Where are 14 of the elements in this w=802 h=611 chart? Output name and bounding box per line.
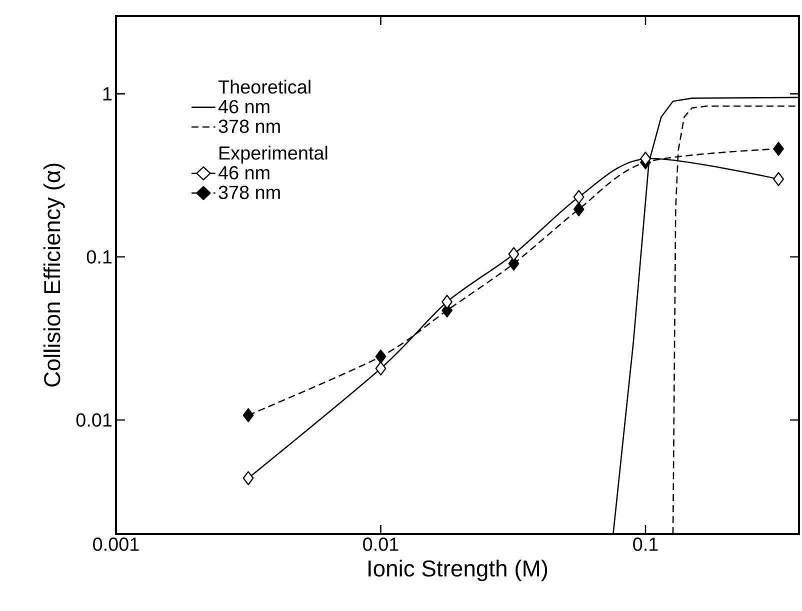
x-tick-label: 0.01: [363, 538, 398, 551]
y-tick-label: 1: [103, 87, 112, 100]
y-tick-label: 0.01: [76, 413, 112, 427]
y-axis-title: Collision Efficiency (α): [43, 164, 65, 387]
legend-label: 46 nm: [218, 100, 270, 114]
annotation: Experimental: [220, 146, 328, 164]
x-tick-label: 0.001: [93, 538, 139, 551]
legend-label: 46 nm: [218, 166, 270, 180]
legend-label: 378 nm: [218, 186, 280, 200]
legend-title: Theoretical: [218, 80, 310, 94]
x-axis-title: Ionic Strength (M): [368, 560, 548, 582]
y-tick-label: 0.1: [86, 250, 112, 264]
legend-label: 378 nm: [218, 120, 280, 134]
x-tick-label: 0.1: [633, 538, 658, 551]
